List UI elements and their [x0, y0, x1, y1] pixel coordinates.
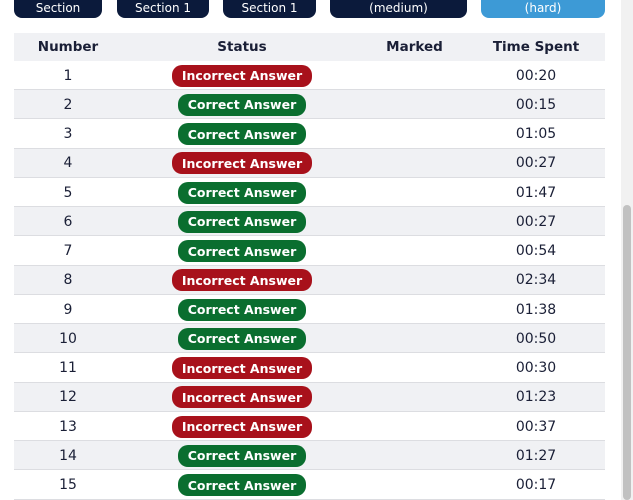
- table-row: 1 Incorrect Answer 00:20: [14, 61, 605, 90]
- status-badge: Correct Answer: [177, 298, 307, 321]
- status-badge: Correct Answer: [177, 240, 307, 262]
- table-row: 14 Correct Answer 01:27: [14, 441, 605, 471]
- time-spent: 00:50: [515, 330, 557, 347]
- section-tab[interactable]: Section 1: [117, 0, 209, 18]
- question-number: 11: [59, 360, 77, 376]
- table-row: 13 Incorrect Answer 00:37: [14, 412, 605, 441]
- question-number: 10: [59, 330, 77, 347]
- status-cell: Incorrect Answer: [122, 354, 362, 383]
- time-spent: 01:47: [515, 184, 557, 201]
- status-badge: Correct Answer: [177, 444, 307, 467]
- status-cell: Incorrect Answer: [122, 149, 362, 178]
- status-cell: Correct Answer: [122, 178, 362, 207]
- column-header: Marked: [386, 39, 443, 55]
- table-row: 8 Incorrect Answer 02:34: [14, 265, 605, 295]
- section-tab[interactable]: (hard): [481, 0, 605, 18]
- time-spent: 00:15: [515, 96, 557, 113]
- table-header: Number Status Marked Time Spent: [14, 33, 605, 61]
- question-number: 3: [63, 126, 73, 142]
- scrollbar-thumb[interactable]: [623, 205, 631, 500]
- status-badge: Incorrect Answer: [171, 64, 313, 87]
- time-spent: 01:27: [515, 447, 557, 464]
- question-number: 12: [59, 389, 77, 406]
- column-header: Status: [217, 39, 267, 55]
- status-cell: Correct Answer: [122, 90, 362, 119]
- table-row: 15 Correct Answer 00:17: [14, 470, 605, 500]
- status-cell: Correct Answer: [122, 295, 362, 324]
- status-cell: Incorrect Answer: [122, 412, 362, 441]
- time-spent: 00:54: [515, 243, 557, 259]
- question-number: 14: [59, 447, 77, 464]
- question-number: 6: [63, 213, 73, 230]
- table-row: 11 Incorrect Answer 00:30: [14, 353, 605, 383]
- section-tab[interactable]: Section 1: [223, 0, 316, 18]
- table-row: 12 Incorrect Answer 01:23: [14, 382, 605, 412]
- time-spent: 01:38: [515, 301, 557, 318]
- status-badge: Incorrect Answer: [171, 386, 313, 409]
- table-row: 6 Correct Answer 00:27: [14, 207, 605, 237]
- status-cell: Correct Answer: [122, 441, 362, 470]
- status-badge: Correct Answer: [177, 474, 307, 496]
- time-spent: 00:37: [515, 418, 557, 435]
- time-spent: 00:17: [515, 477, 557, 493]
- status-badge: Correct Answer: [177, 123, 307, 145]
- status-badge: Incorrect Answer: [171, 269, 313, 292]
- status-cell: Incorrect Answer: [122, 383, 362, 412]
- time-spent: 00:27: [515, 155, 557, 172]
- status-cell: Correct Answer: [122, 237, 362, 266]
- status-badge: Correct Answer: [177, 93, 307, 116]
- status-cell: Correct Answer: [122, 207, 362, 236]
- time-spent: 01:05: [515, 126, 557, 142]
- status-cell: Incorrect Answer: [122, 61, 362, 90]
- table-row: 5 Correct Answer 01:47: [14, 178, 605, 207]
- question-number: 7: [63, 243, 73, 259]
- status-badge: Incorrect Answer: [171, 152, 313, 175]
- question-number: 15: [59, 477, 77, 493]
- status-cell: Correct Answer: [122, 120, 362, 149]
- time-spent: 02:34: [515, 272, 557, 289]
- section-tab[interactable]: (medium): [330, 0, 467, 18]
- column-header: Time Spent: [492, 39, 580, 55]
- status-badge: Correct Answer: [177, 210, 307, 233]
- question-number: 13: [59, 418, 77, 435]
- time-spent: 00:30: [515, 360, 557, 376]
- status-cell: Correct Answer: [122, 471, 362, 500]
- column-header: Number: [37, 39, 99, 55]
- time-spent: 00:27: [515, 213, 557, 230]
- status-badge: Correct Answer: [177, 327, 307, 350]
- status-badge: Correct Answer: [177, 181, 307, 204]
- question-number: 5: [63, 184, 73, 201]
- status-cell: Incorrect Answer: [122, 266, 362, 295]
- table-row: 10 Correct Answer 00:50: [14, 324, 605, 354]
- table-row: 2 Correct Answer 00:15: [14, 90, 605, 120]
- time-spent: 01:23: [515, 389, 557, 406]
- table-row: 7 Correct Answer 00:54: [14, 236, 605, 266]
- question-number: 9: [63, 301, 73, 318]
- section-tab[interactable]: Section: [14, 0, 102, 18]
- status-badge: Incorrect Answer: [171, 415, 313, 438]
- table-row: 4 Incorrect Answer 00:27: [14, 148, 605, 178]
- status-badge: Incorrect Answer: [171, 357, 313, 379]
- question-number: 2: [63, 96, 73, 113]
- table-row: 3 Correct Answer 01:05: [14, 119, 605, 149]
- table-row: 9 Correct Answer 01:38: [14, 295, 605, 324]
- question-number: 1: [63, 67, 73, 84]
- question-number: 8: [63, 272, 73, 289]
- question-number: 4: [63, 155, 73, 172]
- status-cell: Correct Answer: [122, 324, 362, 353]
- time-spent: 00:20: [515, 67, 557, 84]
